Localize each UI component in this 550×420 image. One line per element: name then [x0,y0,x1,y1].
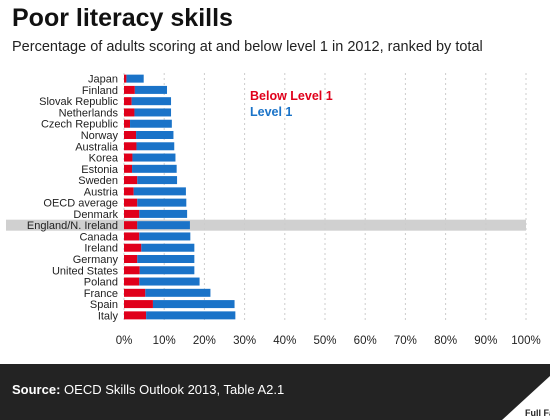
bar-below-level-1 [124,232,140,241]
bar-below-level-1 [124,85,135,94]
bar-below-level-1 [124,74,127,83]
legend: Below Level 1 Level 1 [250,89,333,119]
source-note: Source: OECD Skills Outlook 2013, Table … [12,382,284,397]
x-tick-label: 100% [511,335,540,347]
bar-level-1 [137,198,187,207]
bar-level-1 [141,243,195,252]
bar-below-level-1 [124,221,138,230]
bar-level-1 [139,209,188,218]
bar-below-level-1 [124,255,138,263]
category-label: United States [52,265,119,277]
category-label: Czech Republic [41,119,119,131]
category-label: France [84,288,118,300]
bar-below-level-1 [124,266,140,275]
bar-level-1 [146,311,236,320]
x-tick-label: 20% [193,335,216,347]
bar-below-level-1 [124,176,138,185]
bar-level-1 [136,142,175,151]
category-label: OECD average [43,198,118,210]
x-tick-label: 90% [474,335,497,347]
bar-below-level-1 [124,300,153,309]
category-label: Norway [81,130,119,142]
source-label: Source: [12,382,61,397]
chart-subtitle: Percentage of adults scoring at and belo… [12,39,483,55]
chart-title: Poor literacy skills [12,4,233,32]
category-label: England/N. Ireland [27,220,118,232]
full-fact-logo-icon: Full Fact [502,376,550,420]
x-tick-label: 60% [354,335,377,347]
category-label: Canada [79,231,118,243]
bar-below-level-1 [124,209,140,218]
category-label: Netherlands [59,107,119,119]
category-label: Australia [75,141,119,153]
bar-below-level-1 [124,119,131,128]
x-tick-label: 10% [153,335,176,347]
bar-level-1 [139,277,200,286]
category-label: Korea [89,153,119,165]
category-label: Poland [84,277,118,289]
bar-level-1 [130,119,172,128]
category-label: Slovak Republic [39,96,118,108]
bar-below-level-1 [124,243,142,252]
highlight-band [6,219,526,231]
bar-below-level-1 [124,131,137,139]
category-label: Sweden [78,175,118,187]
bar-below-level-1 [124,277,140,286]
bar-below-level-1 [124,198,138,207]
bar-level-1 [132,164,177,173]
category-label: Estonia [81,164,119,176]
bar-below-level-1 [124,164,133,173]
x-tick-label: 30% [233,335,256,347]
bar-below-level-1 [124,311,147,320]
bar-level-1 [139,232,191,241]
category-label: Finland [82,85,118,97]
bar-level-1 [137,176,178,185]
bar-level-1 [136,131,174,139]
logo-text: Full Fact [525,408,550,418]
bar-level-1 [145,288,211,297]
bar-level-1 [133,187,186,196]
category-label: Germany [73,254,119,266]
category-label: Austria [84,186,119,198]
bars-layer [124,74,236,320]
bar-level-1 [137,255,195,263]
bar-level-1 [134,108,172,117]
category-label: Denmark [73,209,118,221]
x-tick-label: 50% [313,335,336,347]
bar-below-level-1 [124,142,137,151]
category-label: Ireland [84,243,118,255]
x-tick-label: 0% [116,335,133,347]
legend-below-level-1: Below Level 1 [250,89,333,103]
bar-level-1 [152,300,235,309]
bar-below-level-1 [124,108,135,117]
bar-level-1 [134,85,168,94]
bar-level-1 [137,221,190,230]
bar-below-level-1 [124,187,134,196]
category-label: Italy [98,310,119,322]
source-text: OECD Skills Outlook 2013, Table A2.1 [64,382,285,397]
x-tick-label: 40% [273,335,296,347]
bar-below-level-1 [124,288,146,297]
bar-below-level-1 [124,97,132,106]
footer: Source: OECD Skills Outlook 2013, Table … [0,364,550,420]
bar-level-1 [131,97,172,106]
bar-below-level-1 [124,153,133,162]
category-label: Japan [88,74,118,86]
x-tick-label: 80% [434,335,457,347]
bar-level-1 [126,74,144,83]
category-label: Spain [90,299,118,311]
legend-level-1: Level 1 [250,105,292,119]
x-tick-labels: 0% 10% 20% 30% 40% 50% 60% 70% 80% 90% 100% [116,335,541,347]
bar-level-1 [139,266,195,275]
x-tick-label: 70% [394,335,417,347]
bar-level-1 [132,153,176,162]
highlight-layer [6,219,526,231]
